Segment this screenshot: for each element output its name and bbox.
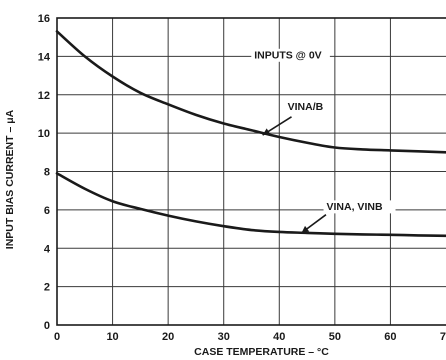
x-tick-label: 40 (273, 331, 285, 343)
series-line-1 (55, 30, 446, 154)
inputs-condition-label: INPUTS @ 0V (254, 49, 321, 61)
axis-ticks: 0 10 20 30 40 50 60 70 0 2 4 6 8 10 12 14 16 (38, 13, 446, 343)
series-lines (55, 30, 446, 238)
x-tick-label: 0 (54, 331, 60, 343)
y-tick-label: 14 (38, 51, 51, 63)
grid (57, 18, 446, 325)
y-tick-label: 16 (38, 13, 50, 25)
series-label: VINA/B (288, 101, 324, 113)
x-tick-label: 50 (329, 331, 341, 343)
x-tick-label: 70 (440, 331, 446, 343)
annotation-backdrop (323, 200, 396, 214)
x-tick-label: 60 (384, 331, 396, 343)
y-tick-label: 4 (44, 243, 51, 255)
series-label: VINA, VINB (327, 201, 383, 213)
y-axis-label: INPUT BIAS CURRENT – μA (4, 109, 16, 249)
annotations: INPUTS @ 0V VINA/B VINA, VINB (251, 48, 396, 234)
x-tick-label: 10 (106, 331, 118, 343)
arrow-head-icon (262, 128, 271, 136)
x-tick-label: 20 (162, 331, 174, 343)
y-tick-label: 2 (44, 282, 50, 294)
series-line-2 (55, 172, 446, 238)
y-tick-label: 12 (38, 90, 50, 102)
y-tick-label: 0 (44, 320, 50, 332)
y-tick-label: 6 (44, 205, 50, 217)
y-tick-label: 8 (44, 167, 50, 179)
y-tick-label: 10 (38, 128, 50, 140)
x-tick-label: 30 (218, 331, 230, 343)
arrow-head-icon (301, 225, 310, 233)
annotation-backdrop (284, 100, 331, 114)
x-axis-label: CASE TEMPERATURE – °C (194, 346, 329, 358)
plot-frame (56, 17, 446, 326)
annotation-backdrop (251, 48, 330, 62)
